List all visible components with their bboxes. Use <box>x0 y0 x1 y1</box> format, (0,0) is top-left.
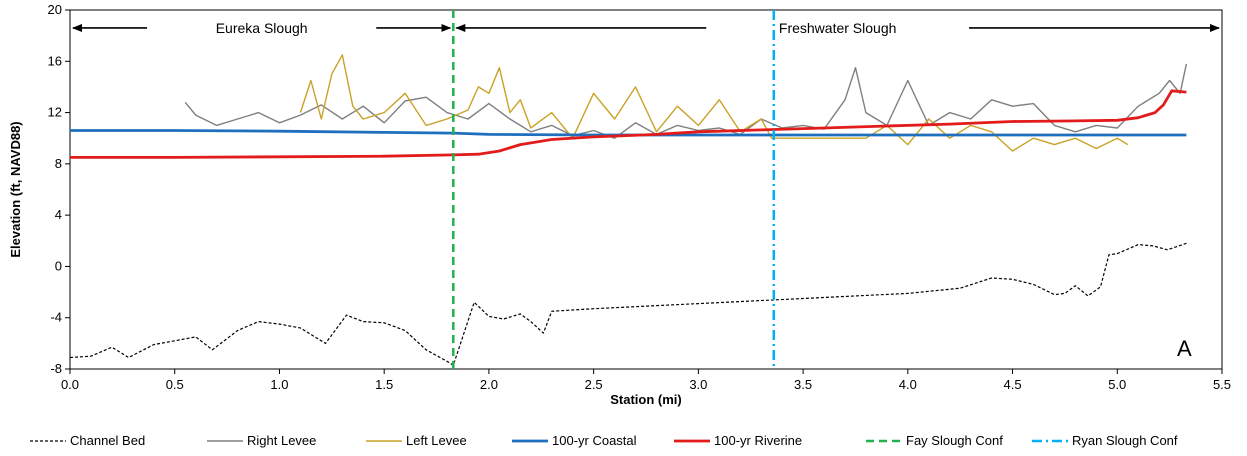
legend-label: 100-yr Riverine <box>714 433 802 448</box>
x-tick-label: 0.0 <box>61 377 79 392</box>
x-tick-label: 3.5 <box>794 377 812 392</box>
x-tick-label: 1.0 <box>270 377 288 392</box>
x-tick-label: 2.5 <box>585 377 603 392</box>
x-tick-label: 2.0 <box>480 377 498 392</box>
series-line-right-levee <box>184 63 1188 139</box>
region-label-freshwater-slough: Freshwater Slough <box>779 20 897 36</box>
x-tick-label: 5.5 <box>1213 377 1231 392</box>
y-tick-label: 4 <box>55 207 62 222</box>
legend-item-fay-slough-conf: Fay Slough Conf <box>866 433 1003 448</box>
legend: Channel Bed Right Levee Left Levee 100-yr C… <box>30 433 1178 448</box>
series-layer <box>69 54 1188 366</box>
axis-layer: 0.0 0.5 1.0 1.5 2.0 2.5 3.0 3.5 4.0 4.5 5.0 5.5 -8 -4… <box>48 2 1232 392</box>
annotation-layer: Eureka Slough Freshwater Slough <box>72 10 1220 369</box>
legend-label: 100-yr Coastal <box>552 433 637 448</box>
x-axis-title: Station (mi) <box>610 392 682 407</box>
series-line-100-yr-coastal <box>70 129 1187 137</box>
x-tick-label: 4.5 <box>1004 377 1022 392</box>
legend-label: Channel Bed <box>70 433 145 448</box>
y-tick-label: -8 <box>50 361 62 376</box>
region-label-eureka-slough: Eureka Slough <box>216 20 308 36</box>
legend-label: Right Levee <box>247 433 316 448</box>
x-tick-label: 4.0 <box>899 377 917 392</box>
legend-item-channel-bed: Channel Bed <box>30 433 145 448</box>
legend-item-100-yr-riverine: 100-yr Riverine <box>674 433 802 448</box>
plot-frame <box>69 9 1223 370</box>
y-tick-label: -4 <box>50 310 62 325</box>
y-axis-title: Elevation (ft, NAVD88) <box>8 121 23 257</box>
legend-label: Ryan Slough Conf <box>1072 433 1178 448</box>
y-tick-label: 12 <box>48 105 62 120</box>
plot-area-border <box>69 9 1223 370</box>
y-tick-label: 16 <box>48 53 62 68</box>
y-tick-label: 8 <box>55 156 62 171</box>
legend-item-100-yr-coastal: 100-yr Coastal <box>512 433 637 448</box>
series-line-channel-bed <box>69 242 1187 366</box>
x-tick-label: 0.5 <box>166 377 184 392</box>
series-line-100-yr-riverine <box>70 89 1187 159</box>
legend-label: Left Levee <box>406 433 467 448</box>
x-tick-label: 3.0 <box>689 377 707 392</box>
legend-item-right-levee: Right Levee <box>207 433 316 448</box>
y-tick-label: 0 <box>55 258 62 273</box>
y-tick-label: 20 <box>48 2 62 17</box>
legend-label: Fay Slough Conf <box>906 433 1003 448</box>
legend-item-ryan-slough-conf: Ryan Slough Conf <box>1032 433 1178 448</box>
x-tick-label: 5.0 <box>1108 377 1126 392</box>
legend-item-left-levee: Left Levee <box>366 433 467 448</box>
series-line-left-levee <box>299 54 1129 152</box>
x-tick-label: 1.5 <box>375 377 393 392</box>
panel-label: A <box>1177 336 1192 361</box>
